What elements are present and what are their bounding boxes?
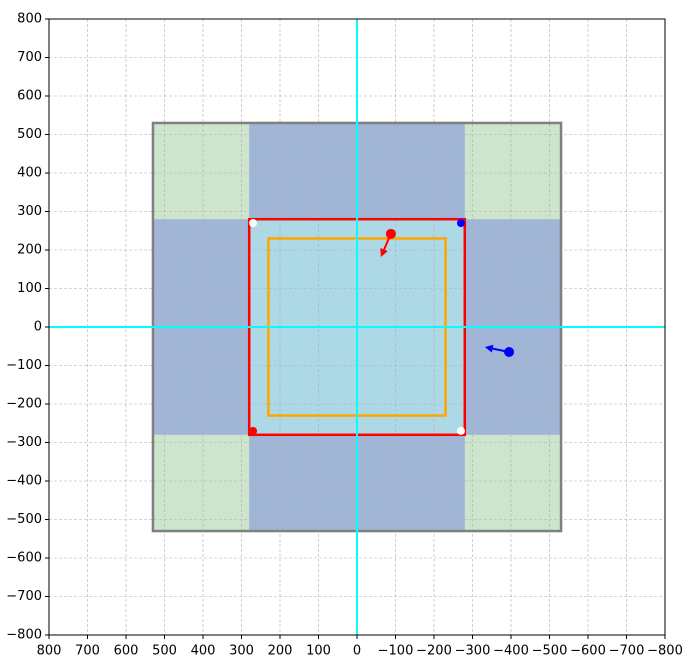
y-tick-label: 0 — [34, 320, 42, 335]
y-tick-label: −700 — [6, 589, 42, 604]
x-tick-label: 600 — [114, 644, 139, 659]
y-tick-label: 800 — [17, 12, 42, 27]
y-tick-label: −300 — [6, 435, 42, 450]
x-tick-label: −300 — [455, 644, 491, 659]
arrow-head — [380, 247, 388, 257]
x-tick-label: −200 — [416, 644, 452, 659]
x-tick-label: 800 — [37, 644, 62, 659]
x-tick-label: 0 — [353, 644, 361, 659]
y-tick-label: 700 — [17, 50, 42, 65]
y-tick-label: 500 — [17, 127, 42, 142]
x-tick-label: −600 — [570, 644, 606, 659]
x-tick-label: 400 — [191, 644, 216, 659]
y-tick-label: 400 — [17, 166, 42, 181]
x-tick-label: −700 — [609, 644, 645, 659]
y-tick-label: −400 — [6, 474, 42, 489]
y-tick-label: 300 — [17, 204, 42, 219]
point — [249, 426, 258, 435]
arrow-head — [484, 344, 494, 353]
point — [385, 228, 396, 239]
point — [504, 347, 515, 358]
x-tick-label: −400 — [493, 644, 529, 659]
y-tick-label: −100 — [6, 358, 42, 373]
y-tick-label: 200 — [17, 243, 42, 258]
x-tick-label: −500 — [532, 644, 568, 659]
point — [456, 219, 465, 228]
x-tick-label: −100 — [378, 644, 414, 659]
x-tick-label: 300 — [229, 644, 254, 659]
x-tick-label: 700 — [75, 644, 100, 659]
y-tick-label: −800 — [6, 628, 42, 643]
y-tick-label: −600 — [6, 551, 42, 566]
y-tick-label: −500 — [6, 512, 42, 527]
point — [456, 426, 465, 435]
x-tick-label: 100 — [306, 644, 331, 659]
y-tick-label: −200 — [6, 397, 42, 412]
point — [249, 219, 258, 228]
x-tick-label: 200 — [268, 644, 293, 659]
y-tick-label: 100 — [17, 281, 42, 296]
y-tick-label: 600 — [17, 89, 42, 104]
x-tick-label: 500 — [152, 644, 177, 659]
x-tick-label: −800 — [647, 644, 683, 659]
